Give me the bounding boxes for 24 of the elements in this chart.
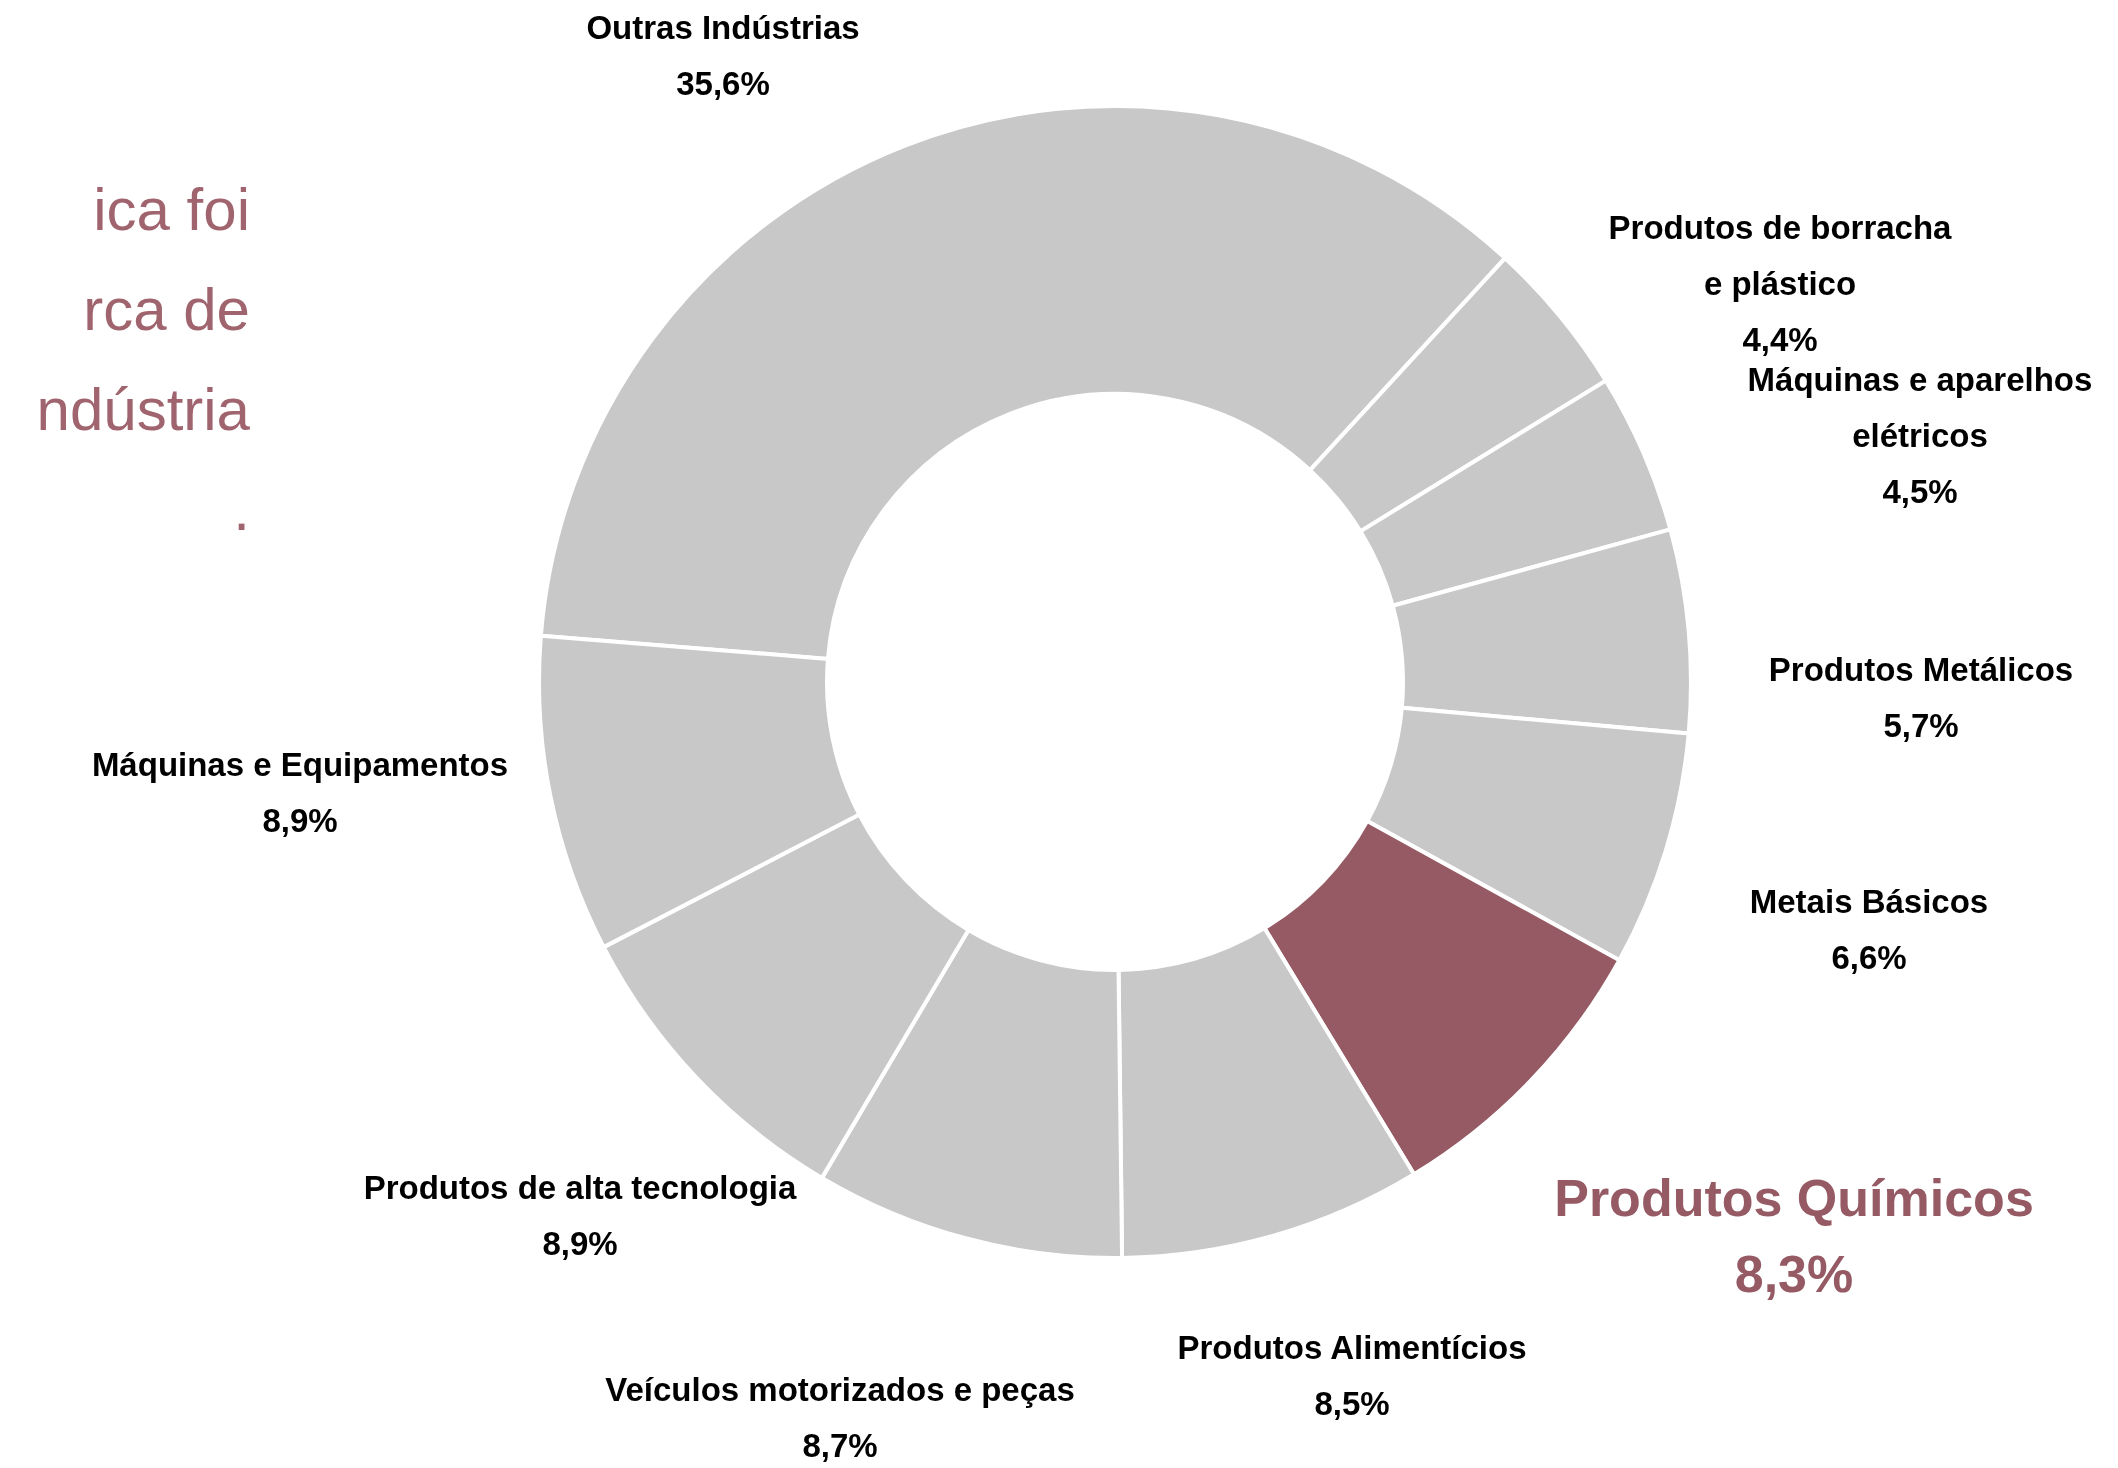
data-label: 8,9%: [542, 1225, 618, 1263]
slice-label: Metais Básicos: [1749, 883, 1989, 921]
data-label: 8,9%: [262, 802, 338, 840]
slice-label: Produtos de borracha e plástico: [1608, 209, 1953, 303]
text: rca de: [82, 275, 250, 345]
data-label: 6,6%: [1831, 939, 1907, 977]
text: .: [232, 475, 250, 545]
slice-label: Produtos de alta tecnologia: [363, 1169, 797, 1207]
data-label: 5,7%: [1883, 707, 1959, 745]
data-label: 8,7%: [802, 1427, 878, 1465]
slice-label: Máquinas e aparelhos elétricos: [1747, 361, 2093, 455]
data-label: 4,4%: [1742, 321, 1818, 359]
text: ndústria: [35, 375, 250, 445]
slice-label: Produtos Metálicos: [1768, 651, 2074, 689]
data-label: 8,3%: [1734, 1245, 1854, 1304]
slice-label: Máquinas e Equipamentos: [91, 746, 509, 784]
slice-label: Produtos Químicos: [1554, 1169, 2034, 1228]
text: ica foi: [92, 175, 250, 245]
data-label: 35,6%: [676, 65, 770, 103]
data-label: 8,5%: [1314, 1385, 1390, 1423]
slice-label: Veículos motorizados e peças: [605, 1371, 1075, 1409]
data-label: 4,5%: [1882, 473, 1958, 511]
slice-label: Produtos Alimentícios: [1177, 1329, 1527, 1367]
slice-label: Outras Indústrias: [586, 9, 860, 47]
